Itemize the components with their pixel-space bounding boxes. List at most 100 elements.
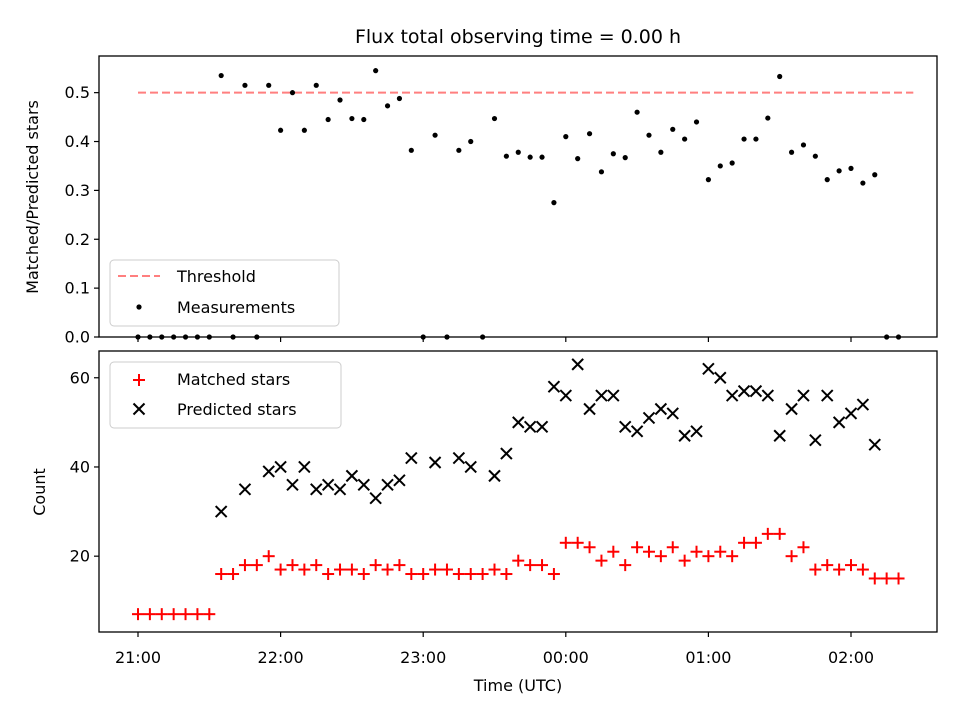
predicted-star-point: [832, 416, 846, 429]
predicted-star-point: [452, 451, 466, 465]
x-tick-label: 02:00: [828, 648, 874, 667]
measurement-point: [824, 177, 830, 183]
measurement-point: [337, 97, 343, 103]
predicted-star-point: [310, 483, 323, 496]
measurement-point: [860, 180, 866, 186]
top-legend-box: [109, 259, 340, 327]
matched-star-point: [714, 545, 727, 558]
measurement-point: [373, 68, 379, 74]
matched-star-point: [250, 559, 263, 572]
measurement-point: [396, 95, 403, 102]
matched-star-point: [464, 568, 477, 581]
predicted-star-point: [214, 505, 228, 518]
predicted-star-point: [321, 478, 335, 492]
matched-star-point: [322, 568, 335, 581]
measurement-point: [361, 116, 367, 123]
matched-star-point: [369, 559, 382, 572]
predicted-star-point: [369, 491, 382, 505]
matched-star-point: [476, 568, 489, 581]
top-x-ticks: [137, 337, 852, 342]
matched-star-point: [429, 563, 442, 576]
matched-star-point: [809, 563, 822, 576]
measurement-point: [432, 132, 438, 138]
measurement-point: [848, 165, 854, 171]
predicted-star-point: [749, 384, 763, 398]
matched-star-point: [547, 568, 560, 581]
x-tick-label: 01:00: [685, 648, 731, 667]
x-tick-label: 21:00: [115, 648, 161, 667]
matched-star-point: [286, 559, 299, 572]
predicted-star-point: [809, 433, 822, 447]
measurement-point: [586, 131, 593, 137]
matched-star-point: [167, 608, 180, 621]
matched-star-point: [417, 568, 430, 581]
matched-star-point: [726, 550, 739, 563]
predicted-star-point: [571, 358, 584, 371]
measurement-point: [622, 155, 628, 161]
measurement-point: [218, 72, 224, 79]
matched-star-point: [345, 563, 358, 576]
measurement-point: [408, 147, 414, 153]
matched-legend-swatch: [133, 374, 145, 386]
measurement-point: [456, 147, 462, 153]
predicted-star-point: [690, 425, 703, 438]
predicted-star-point: [381, 478, 394, 492]
predicted-star-point: [405, 451, 418, 465]
measurement-point: [289, 90, 296, 96]
predicted-star-point: [357, 478, 370, 492]
predicted-star-point: [333, 483, 347, 496]
x-tick-label: 23:00: [400, 648, 446, 667]
measurement-point: [468, 138, 474, 145]
top-panel: 0.0 0.1 0.2 0.3 0.4 0.5 Matched/Predicted sta…: [23, 55, 938, 347]
matched-star-point: [856, 563, 869, 576]
measurement-point: [503, 153, 509, 159]
bottom-x-axis: 21:00 22:00 23:00 00:00 01:00 02:00: [115, 632, 874, 667]
measurement-point: [788, 149, 795, 155]
matched-star-point: [571, 536, 584, 549]
bottom-panel: 20 40 60 21:00 22:00 23:00 00:00 01:00 02:00 Co…: [30, 350, 938, 695]
predicted-star-point: [678, 429, 691, 442]
measurement-point: [812, 153, 818, 159]
legend-measurements-label: Measurements: [177, 298, 295, 317]
measurement-point: [634, 109, 640, 115]
measurement-point: [800, 142, 807, 148]
matched-star-point: [702, 550, 715, 563]
matched-star-point: [262, 550, 275, 563]
y-tick-label: 0.3: [65, 181, 90, 200]
predicted-star-point: [238, 483, 252, 496]
matched-star-point: [452, 568, 465, 581]
predicted-star-point: [298, 460, 311, 474]
matched-star-point: [274, 563, 287, 576]
matched-star-point: [203, 608, 216, 621]
measurement-point: [693, 119, 700, 125]
top-legend: Threshold Measurements: [109, 259, 340, 327]
matched-star-point: [524, 559, 537, 572]
measurement-point: [670, 126, 676, 132]
measurement-point: [717, 163, 723, 169]
measurement-point: [836, 168, 842, 174]
bottom-y-axis: 20 40 60: [70, 368, 99, 566]
x-axis-label: Time (UTC): [473, 676, 562, 695]
predicted-star-point: [773, 429, 786, 442]
y-tick-label: 0.0: [65, 328, 90, 347]
matched-star-point: [785, 550, 798, 563]
predicted-star-point: [607, 389, 620, 402]
measurement-point: [551, 200, 557, 206]
matched-star-point: [631, 541, 644, 554]
predicted-star-point: [725, 389, 739, 402]
measurement-point: [491, 115, 498, 122]
measurement-point: [563, 134, 569, 140]
matched-star-point: [749, 536, 762, 549]
matched-star-point: [892, 572, 905, 585]
matched-star-point: [583, 541, 596, 554]
matched-star-point: [880, 572, 893, 585]
x-tick-label: 22:00: [258, 648, 304, 667]
bottom-legend-box: [109, 361, 342, 429]
matched-star-point: [143, 608, 156, 621]
matched-star-point: [179, 608, 192, 621]
matched-star-point: [761, 527, 774, 540]
measurement-point: [278, 127, 284, 133]
predicted-star-point: [619, 420, 632, 434]
matched-star-point: [868, 572, 881, 585]
